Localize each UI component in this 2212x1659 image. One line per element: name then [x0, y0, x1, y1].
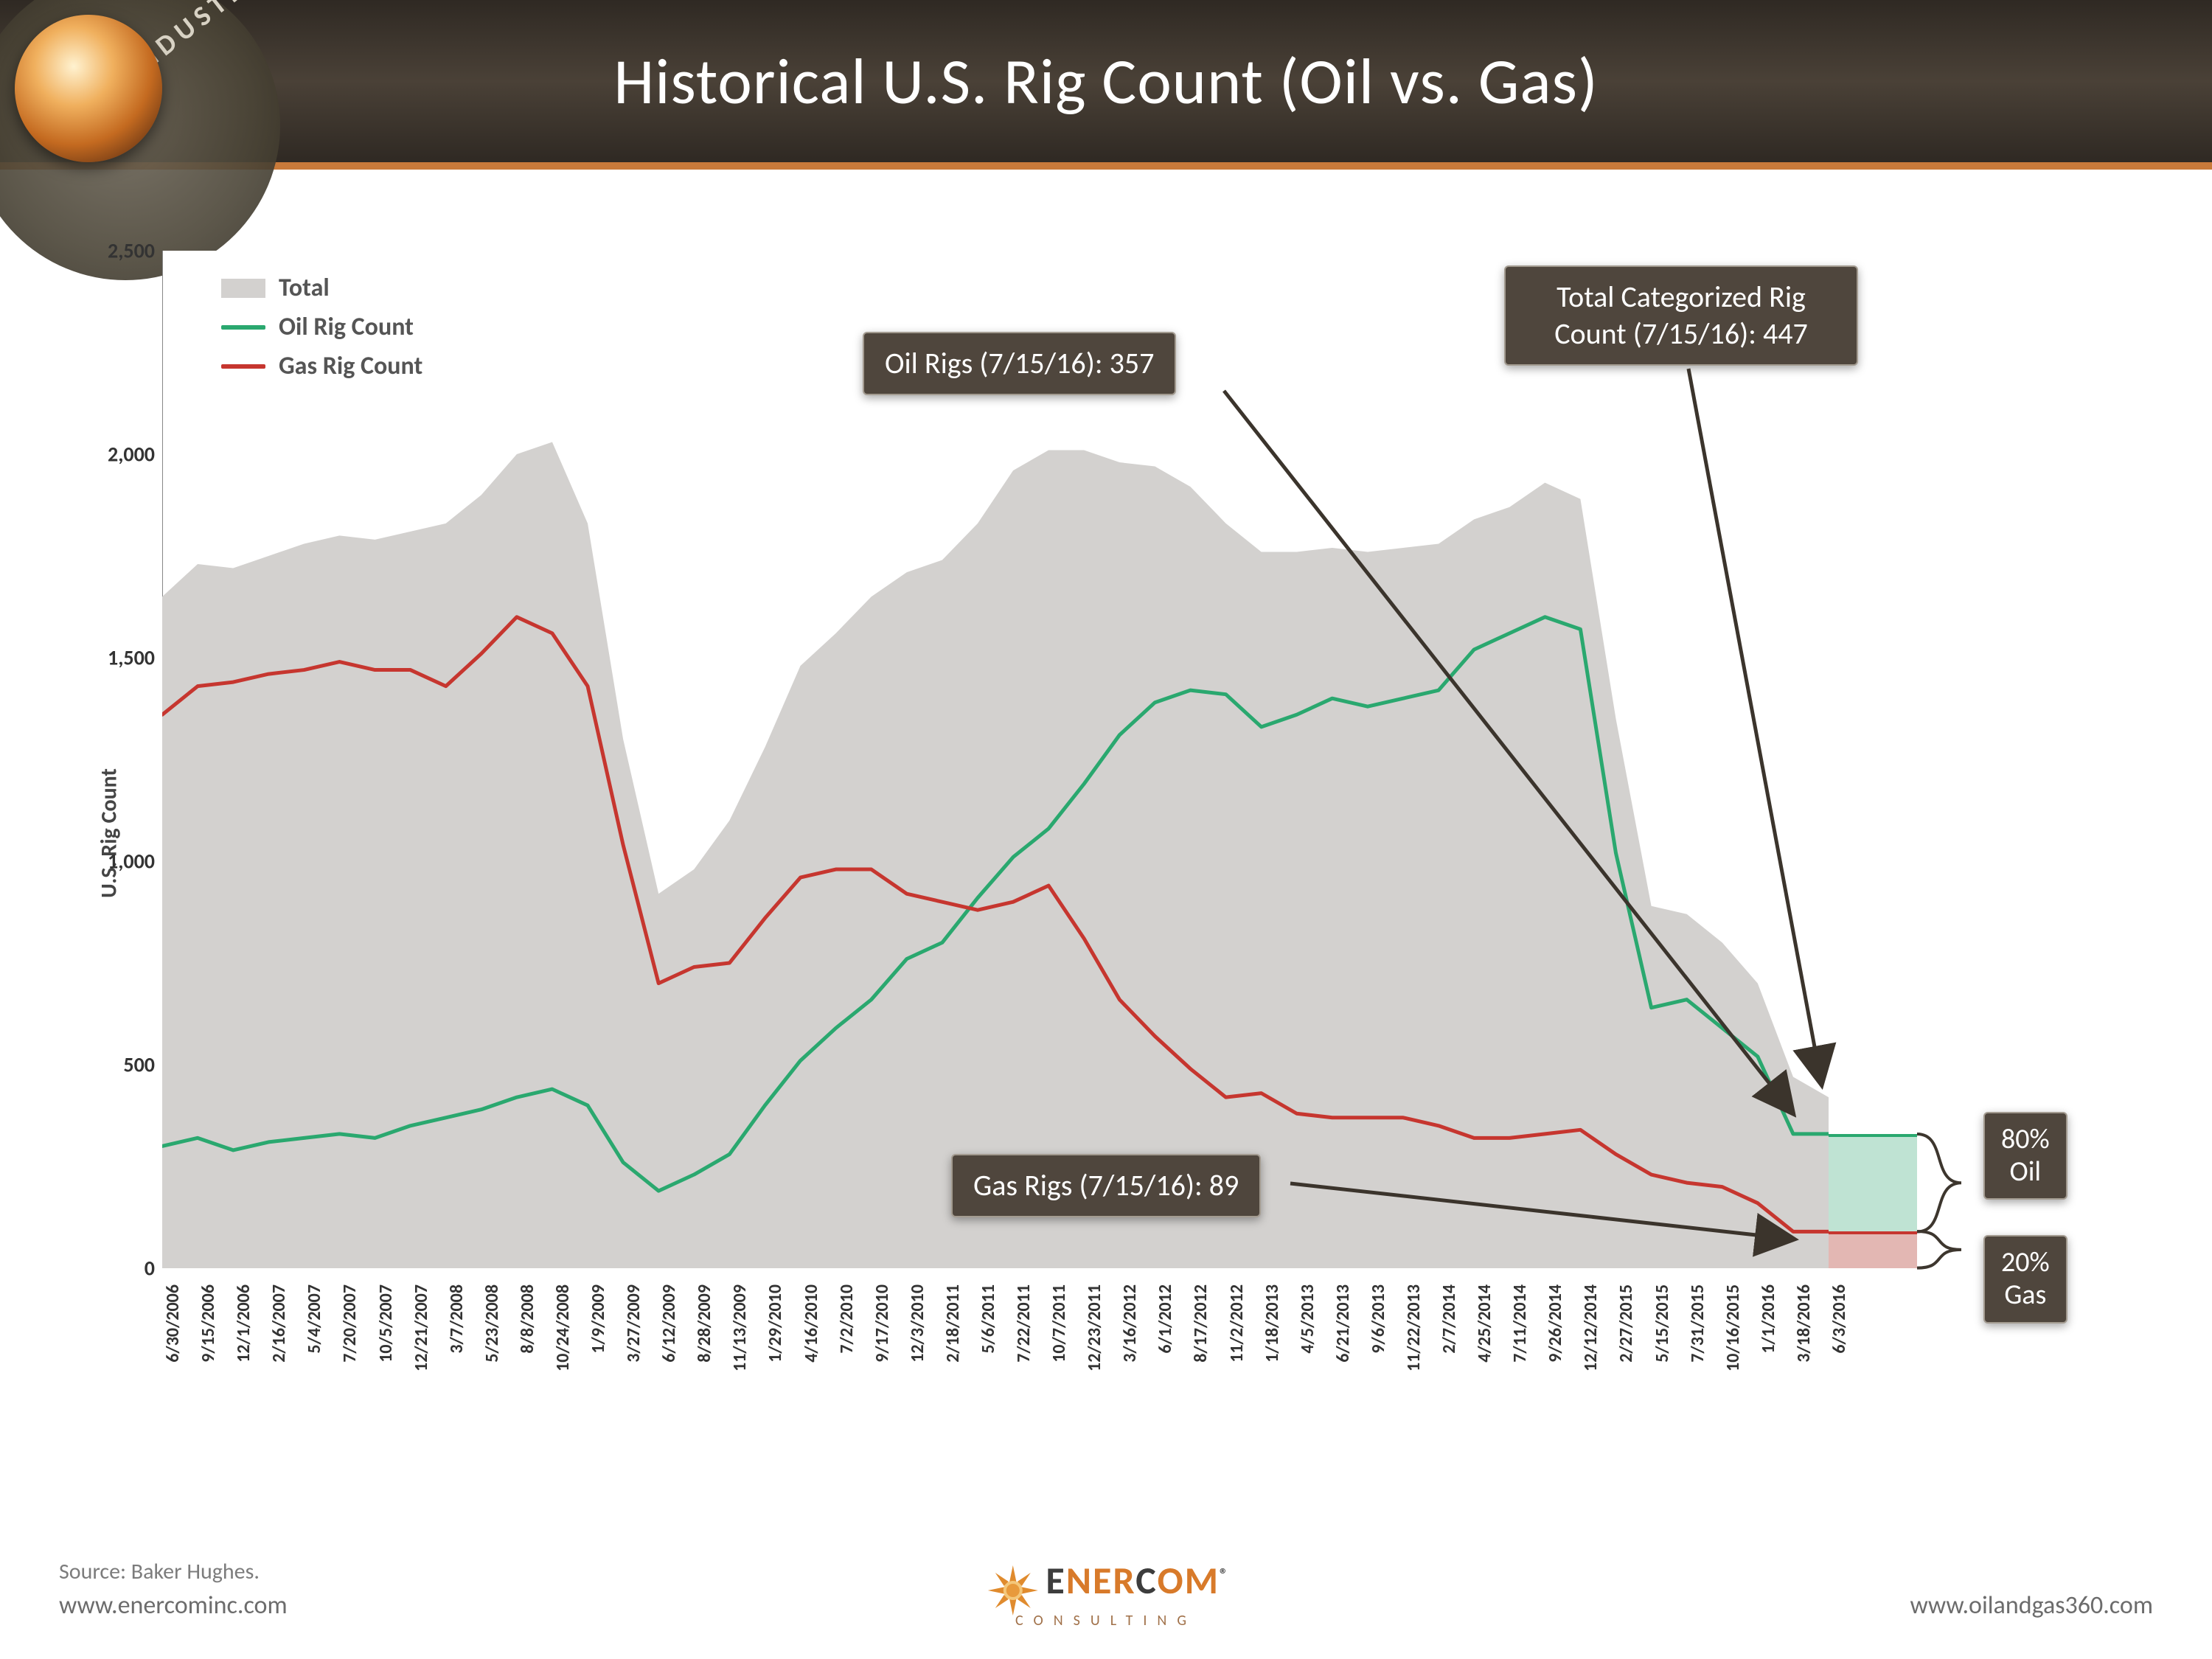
pct-oil-label: Oil [2010, 1155, 2042, 1189]
brand-reg: ® [1220, 1565, 1229, 1585]
footer-brand: ENERCOM® CONSULTING [983, 1557, 1229, 1630]
header-bar: Historical U.S. Rig Count (Oil vs. Gas) [0, 0, 2212, 162]
brand-om: OM [1157, 1557, 1220, 1604]
chart-region: U.S. Rig Count 05001,0001,5002,0002,500 … [59, 221, 1947, 1445]
pct-box-gas: 20% Gas [1983, 1235, 2067, 1323]
endfill-gas [1829, 1231, 1917, 1268]
source-text: Source: Baker Hughes. [59, 1558, 260, 1585]
endfill-oil [1829, 1134, 1917, 1231]
footer: Source: Baker Hughes. www.enercominc.com… [59, 1512, 2153, 1630]
brand-sun-icon [987, 1565, 1039, 1616]
brand-c: C [1135, 1557, 1157, 1604]
brace-gas-icon [1917, 1231, 1983, 1268]
pct-gas-label: Gas [2004, 1278, 2046, 1312]
pct-box-oil: 80% Oil [1983, 1112, 2067, 1200]
brand-ner: NER [1066, 1557, 1136, 1604]
brand-e: E [1046, 1557, 1065, 1604]
header-underline [0, 162, 2212, 170]
brace-oil-icon [1917, 1134, 1983, 1231]
callout-arrows [59, 221, 1947, 1445]
footer-url-left: www.enercominc.com [59, 1590, 288, 1621]
brand-wordmark: ENERCOM® [1046, 1557, 1229, 1604]
brand-subtitle: CONSULTING [983, 1612, 1229, 1630]
footer-url-right: www.oilandgas360.com [1910, 1590, 2153, 1621]
pct-oil-pct: 80% [2001, 1122, 2050, 1156]
page-title: Historical U.S. Rig Count (Oil vs. Gas) [613, 41, 1598, 121]
pct-gas-pct: 20% [2001, 1245, 2050, 1279]
